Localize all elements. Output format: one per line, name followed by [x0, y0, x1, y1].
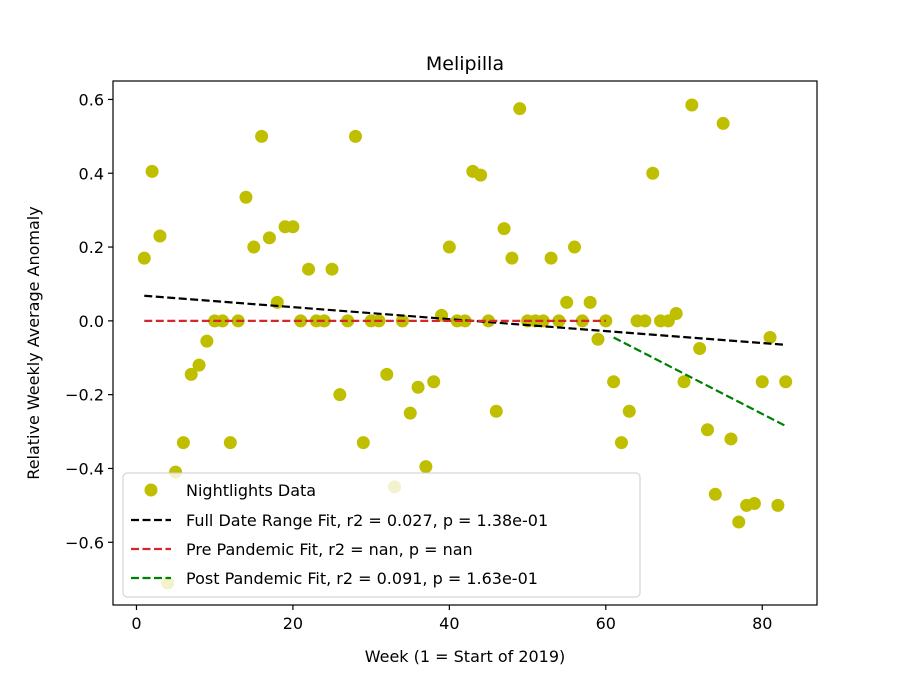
- y-tick-label: −0.2: [65, 386, 104, 405]
- y-axis-label: Relative Weekly Average Anomaly: [24, 206, 43, 479]
- data-point: [262, 231, 276, 245]
- data-point: [442, 240, 456, 254]
- data-point: [591, 332, 605, 346]
- data-point: [638, 314, 652, 328]
- full-fit-line: [144, 294, 786, 346]
- data-point: [216, 314, 230, 328]
- plot-frame: [112, 80, 818, 606]
- data-point: [513, 102, 527, 116]
- data-point: [380, 367, 394, 381]
- chart-title: Melipilla: [426, 53, 504, 75]
- data-point: [474, 168, 488, 182]
- legend-marker-nightlights: [144, 483, 158, 497]
- y-tick-label: −0.6: [65, 533, 104, 552]
- data-point: [137, 251, 151, 265]
- y-tick-label: 0.0: [79, 312, 104, 331]
- data-point: [247, 240, 261, 254]
- data-point: [403, 406, 417, 420]
- data-point: [419, 460, 433, 474]
- y-tick-label: 0.2: [79, 238, 104, 257]
- data-point: [614, 436, 628, 450]
- data-point: [145, 164, 159, 178]
- y-tick-label: −0.4: [65, 459, 104, 478]
- x-tick-label: 40: [439, 614, 459, 633]
- data-point: [779, 375, 793, 389]
- data-point: [763, 330, 777, 344]
- data-point: [458, 314, 472, 328]
- data-point: [184, 367, 198, 381]
- data-point: [505, 251, 519, 265]
- x-tick-label: 0: [131, 614, 141, 633]
- data-point: [239, 190, 253, 204]
- legend-label-nightlights: Nightlights Data: [186, 481, 316, 500]
- data-point: [560, 295, 574, 309]
- data-point: [348, 129, 362, 143]
- data-point: [771, 498, 785, 512]
- data-point: [732, 515, 746, 529]
- y-tick-label: 0.4: [79, 164, 104, 183]
- data-point: [693, 342, 707, 356]
- data-point: [708, 487, 722, 501]
- data-point: [286, 220, 300, 234]
- x-axis-ticks: 0 20 40 60 80: [131, 605, 772, 633]
- data-point: [724, 432, 738, 446]
- data-point: [255, 129, 269, 143]
- legend-label-pre-fit: Pre Pandemic Fit, r2 = nan, p = nan: [186, 540, 473, 559]
- legend-label-post-fit: Post Pandemic Fit, r2 = 0.091, p = 1.63e…: [186, 569, 538, 588]
- data-point: [223, 436, 237, 450]
- data-point: [583, 295, 597, 309]
- data-point: [716, 116, 730, 130]
- legend-label-full-fit: Full Date Range Fit, r2 = 0.027, p = 1.3…: [186, 511, 548, 530]
- data-point: [176, 436, 190, 450]
- data-point: [333, 388, 347, 402]
- data-point: [427, 375, 441, 389]
- data-point: [669, 306, 683, 320]
- data-point: [192, 358, 206, 372]
- x-tick-label: 20: [283, 614, 303, 633]
- data-point: [489, 404, 503, 418]
- data-point: [677, 375, 691, 389]
- legend: Nightlights Data Full Date Range Fit, r2…: [122, 472, 641, 598]
- data-point: [302, 262, 316, 276]
- data-point: [755, 375, 769, 389]
- y-axis-ticks: −0.6 −0.4 −0.2 0.0 0.2 0.4 0.6: [65, 90, 113, 552]
- data-point: [544, 251, 558, 265]
- x-axis-label: Week (1 = Start of 2019): [365, 647, 566, 666]
- data-point: [568, 240, 582, 254]
- data-point: [411, 380, 425, 394]
- lines-layer: [144, 294, 787, 428]
- data-point: [325, 262, 339, 276]
- data-point: [700, 423, 714, 437]
- data-point: [356, 436, 370, 450]
- data-point: [497, 222, 511, 236]
- data-point: [607, 375, 621, 389]
- data-point: [646, 166, 660, 180]
- data-point: [200, 334, 214, 348]
- data-point: [153, 229, 167, 243]
- post-pandemic-fit-line: [613, 336, 787, 428]
- data-point: [747, 497, 761, 511]
- data-point: [481, 314, 495, 328]
- data-point: [685, 98, 699, 112]
- x-tick-label: 80: [752, 614, 772, 633]
- y-tick-label: 0.6: [79, 90, 104, 109]
- data-point: [622, 404, 636, 418]
- legend-box: [122, 472, 641, 598]
- x-tick-label: 60: [596, 614, 616, 633]
